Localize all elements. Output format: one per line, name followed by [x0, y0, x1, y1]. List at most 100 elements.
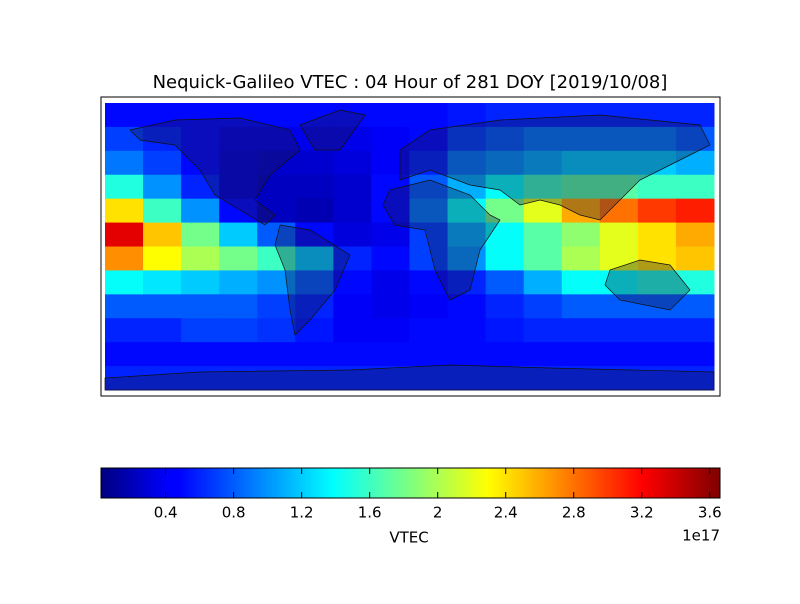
vtec-cell	[637, 270, 677, 295]
vtec-cell	[485, 246, 525, 271]
vtec-cell	[409, 342, 449, 367]
vtec-cell	[181, 318, 220, 343]
vtec-cell	[523, 270, 563, 295]
vtec-cell	[637, 126, 677, 152]
colorbar-tick-label: 2.8	[562, 504, 586, 522]
vtec-cell	[675, 126, 715, 152]
vtec-cell	[485, 150, 525, 176]
colorbar-tick-label: 2.4	[494, 504, 518, 522]
vtec-cell	[181, 126, 220, 152]
vtec-cell	[295, 103, 334, 128]
vtec-cell	[371, 294, 410, 319]
vtec-cell	[561, 246, 601, 271]
vtec-cell	[561, 342, 601, 367]
vtec-cell	[447, 342, 487, 367]
vtec-cell	[485, 342, 525, 367]
vtec-cell	[105, 126, 144, 152]
vtec-cell	[219, 294, 258, 319]
vtec-cell	[599, 270, 639, 295]
vtec-cell	[371, 150, 410, 176]
antarctica	[104, 364, 715, 391]
vtec-cell	[295, 270, 334, 295]
colorbar-tick-label: 1.6	[358, 504, 382, 522]
vtec-cell	[105, 198, 144, 224]
vtec-cell	[485, 198, 525, 224]
vtec-cell	[599, 342, 639, 367]
vtec-cell	[599, 294, 639, 319]
vtec-cell	[561, 366, 601, 391]
vtec-cell	[675, 174, 715, 200]
colorbar-tick-label: 0.8	[222, 504, 246, 522]
vtec-cell	[219, 222, 258, 247]
vtec-cell	[409, 246, 449, 271]
vtec-cell	[523, 246, 563, 271]
vtec-cell	[181, 103, 220, 128]
vtec-cell	[447, 294, 487, 319]
vtec-cell	[295, 222, 334, 247]
vtec-cell	[675, 222, 715, 247]
south-america	[274, 224, 351, 336]
vtec-cell	[333, 174, 372, 200]
vtec-cell	[447, 103, 487, 128]
colorbar-tick-label: 2	[433, 504, 443, 522]
vtec-cell	[409, 174, 449, 200]
vtec-cell	[143, 174, 182, 200]
vtec-cell	[143, 318, 182, 343]
vtec-cell	[143, 222, 182, 247]
vtec-cell	[333, 342, 372, 367]
africa	[382, 179, 501, 301]
vtec-cell	[523, 126, 563, 152]
vtec-cell	[561, 174, 601, 200]
vtec-cell	[523, 174, 563, 200]
vtec-cell	[599, 222, 639, 247]
colorbar-tick-label: 1.2	[290, 504, 314, 522]
vtec-cell	[219, 246, 258, 271]
vtec-cell	[143, 246, 182, 271]
vtec-cell	[523, 294, 563, 319]
vtec-cell	[599, 150, 639, 176]
vtec-cell	[485, 270, 525, 295]
vtec-cell	[637, 246, 677, 271]
vtec-cell	[295, 150, 334, 176]
vtec-cell	[295, 126, 334, 152]
vtec-cell	[219, 366, 258, 391]
colorbar-ticks: 0.4 0.8 1.2 1.6 2 2.4 2.8 3.2 3.6	[154, 468, 722, 522]
vtec-cell	[599, 103, 639, 128]
vtec-cell	[105, 366, 144, 391]
vtec-cell	[409, 198, 449, 224]
vtec-cell	[105, 342, 144, 367]
vtec-cell	[257, 246, 296, 271]
vtec-cell	[485, 174, 525, 200]
vtec-cell	[371, 270, 410, 295]
vtec-cell	[485, 318, 525, 343]
vtec-cell	[143, 126, 182, 152]
vtec-cell	[295, 318, 334, 343]
vtec-cell	[181, 366, 220, 391]
vtec-cell	[371, 198, 410, 224]
vtec-cell	[333, 150, 372, 176]
vtec-cell	[295, 246, 334, 271]
vtec-cell	[143, 366, 182, 391]
vtec-cell	[257, 198, 296, 224]
vtec-cell	[143, 198, 182, 224]
vtec-cell	[181, 174, 220, 200]
vtec-cell	[675, 366, 715, 391]
vtec-cell	[143, 342, 182, 367]
vtec-cell	[105, 174, 144, 200]
vtec-cell	[333, 246, 372, 271]
colorbar-scale: 1e17	[682, 527, 720, 545]
vtec-cell	[599, 126, 639, 152]
vtec-cell	[523, 342, 563, 367]
colorbar	[100, 467, 721, 499]
vtec-cell	[409, 294, 449, 319]
vtec-cell	[219, 103, 258, 128]
vtec-cell	[637, 198, 677, 224]
vtec-cell	[333, 222, 372, 247]
colorbar-tick-label: 3.2	[630, 504, 654, 522]
vtec-cell	[447, 126, 487, 152]
vtec-cell	[409, 222, 449, 247]
vtec-cell	[371, 103, 410, 128]
vtec-cell	[143, 294, 182, 319]
vtec-cell	[219, 270, 258, 295]
